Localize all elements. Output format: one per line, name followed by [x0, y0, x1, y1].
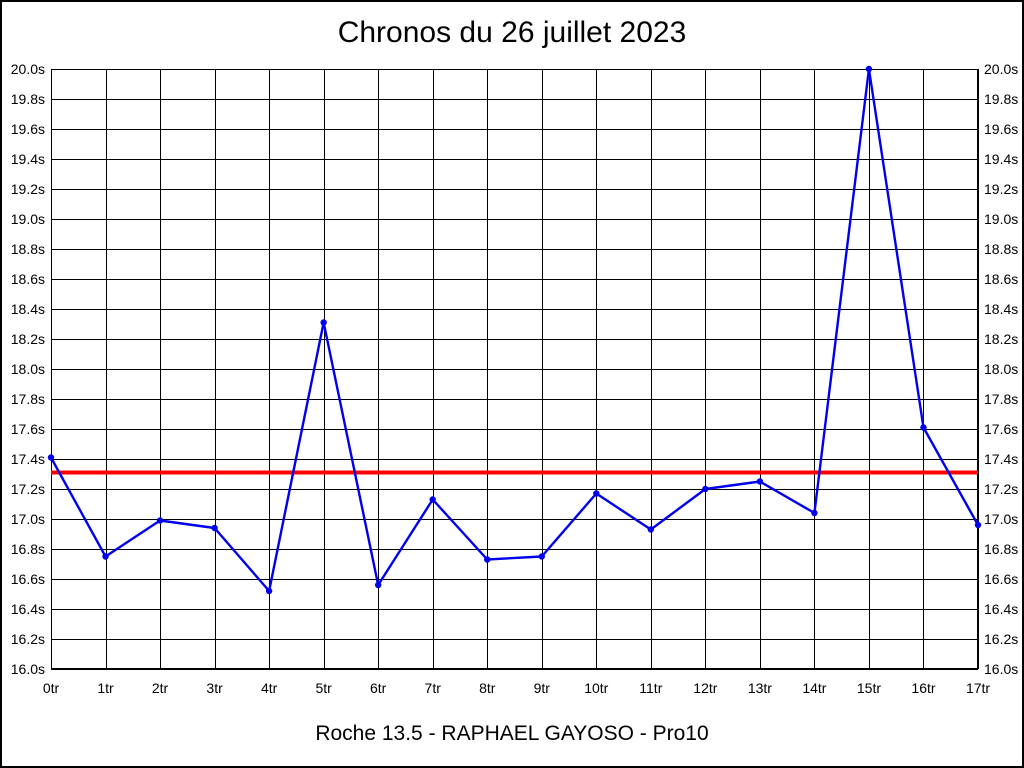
y-axis-tick-label: 17.2s [11, 481, 45, 497]
x-axis-tick-label: 12tr [693, 680, 717, 696]
y-axis-tick-label: 17.0s [11, 511, 45, 527]
y-axis-tick-label: 17.4s [984, 451, 1018, 467]
x-axis-tick-label: 7tr [425, 680, 442, 696]
chart-caption: Roche 13.5 - RAPHAEL GAYOSO - Pro10 [315, 722, 709, 745]
y-axis-tick-label: 19.6s [11, 121, 45, 137]
x-axis-tick-label: 9tr [534, 680, 551, 696]
y-axis-tick-label: 16.8s [11, 541, 45, 557]
data-point-marker [920, 424, 927, 431]
x-axis-tick-label: 16tr [911, 680, 935, 696]
y-axis-tick-label: 19.2s [11, 181, 45, 197]
y-axis-tick-label: 17.6s [11, 421, 45, 437]
data-point-marker [156, 517, 164, 524]
data-point-marker [47, 454, 55, 461]
data-point-marker [538, 553, 545, 560]
data-point-marker [211, 524, 218, 532]
x-axis-tick-label: 0tr [43, 680, 60, 696]
y-axis-tick-label: 19.4s [11, 151, 45, 167]
y-axis-tick-label: 19.4s [984, 151, 1018, 167]
y-axis-labels-right: 20.0s 19.8s 19.6s 19.4s 19.2s 19.0s 18.8s 18.6s… [984, 61, 1018, 677]
data-point-marker [593, 490, 600, 497]
y-axis-tick-label: 17.0s [984, 511, 1018, 527]
x-axis-tick-label: 11tr [639, 680, 662, 696]
data-point-marker [374, 581, 382, 589]
y-axis-tick-label: 16.6s [11, 571, 45, 587]
y-axis-labels-left: 20.0s 19.8s 19.6s 19.4s 19.2s 19.0s 18.8s 18.6s… [11, 61, 45, 677]
x-axis-tick-label: 13tr [748, 680, 772, 696]
y-axis-tick-label: 19.6s [984, 121, 1018, 137]
data-point-marker [702, 485, 709, 493]
y-axis-tick-label: 19.8s [984, 91, 1018, 107]
y-axis-tick-label: 17.2s [984, 481, 1018, 497]
y-axis-tick-label: 18.2s [984, 331, 1018, 347]
y-axis-tick-label: 18.8s [984, 241, 1018, 257]
x-axis-tick-label: 6tr [370, 680, 387, 696]
x-axis-tick-label: 5tr [315, 680, 332, 696]
y-axis-tick-label: 18.0s [11, 361, 45, 377]
y-axis-tick-label: 20.0s [11, 61, 45, 77]
y-axis-tick-label: 18.8s [11, 241, 45, 257]
x-axis-tick-label: 15tr [857, 680, 881, 696]
y-axis-tick-label: 16.2s [11, 631, 45, 647]
data-point-marker [265, 587, 273, 595]
plot-border [50, 68, 979, 670]
data-point-marker [320, 319, 327, 326]
x-axis-tick-label: 2tr [152, 680, 169, 696]
data-point-marker [102, 553, 109, 560]
lap-time-series-line [49, 67, 980, 593]
y-axis-tick-label: 19.8s [11, 91, 45, 107]
x-axis-tick-label: 10tr [584, 680, 608, 696]
data-point-marker [811, 509, 818, 517]
x-axis-tick-label: 8tr [479, 680, 496, 696]
y-axis-tick-label: 17.8s [11, 391, 45, 407]
y-axis-tick-label: 18.0s [984, 361, 1018, 377]
x-axis-tick-label: 1tr [97, 680, 114, 696]
y-axis-tick-label: 17.6s [984, 421, 1018, 437]
data-point-marker [429, 496, 436, 503]
y-axis-tick-label: 19.0s [984, 211, 1018, 227]
data-point-marker [756, 478, 764, 485]
grid [51, 69, 979, 670]
y-axis-tick-label: 20.0s [984, 61, 1018, 77]
x-axis-tick-label: 17tr [966, 680, 990, 696]
chart-title: Chronos du 26 juillet 2023 [337, 16, 687, 49]
y-axis-tick-label: 16.0s [11, 661, 45, 677]
y-axis-tick-label: 18.4s [984, 301, 1018, 317]
data-point-marker [647, 526, 655, 533]
data-point-marker [974, 521, 982, 529]
y-axis-tick-label: 16.4s [11, 601, 45, 617]
y-axis-tick-label: 18.2s [11, 331, 45, 347]
y-axis-tick-label: 16.2s [984, 631, 1018, 647]
y-axis-tick-label: 17.4s [11, 451, 45, 467]
x-axis-labels: 0tr 1tr 2tr 3tr 4tr 5tr 6tr 7tr 8tr 9tr 10tr 11tr 12… [43, 680, 991, 696]
y-axis-tick-label: 18.6s [11, 271, 45, 287]
y-axis-tick-label: 19.0s [11, 211, 45, 227]
data-point-marker [865, 65, 873, 73]
y-axis-tick-label: 16.8s [984, 541, 1018, 557]
x-axis-tick-label: 3tr [206, 680, 223, 696]
y-axis-tick-label: 18.4s [11, 301, 45, 317]
y-axis-tick-label: 18.6s [984, 271, 1018, 287]
y-axis-tick-label: 16.4s [984, 601, 1018, 617]
y-axis-tick-label: 16.0s [984, 661, 1018, 677]
x-axis-tick-label: 4tr [261, 680, 278, 696]
y-axis-tick-label: 16.6s [984, 571, 1018, 587]
y-axis-tick-label: 19.2s [984, 181, 1018, 197]
y-axis-tick-label: 17.8s [984, 391, 1018, 407]
data-point-marker [484, 556, 491, 563]
x-axis-tick-label: 14tr [802, 680, 826, 696]
